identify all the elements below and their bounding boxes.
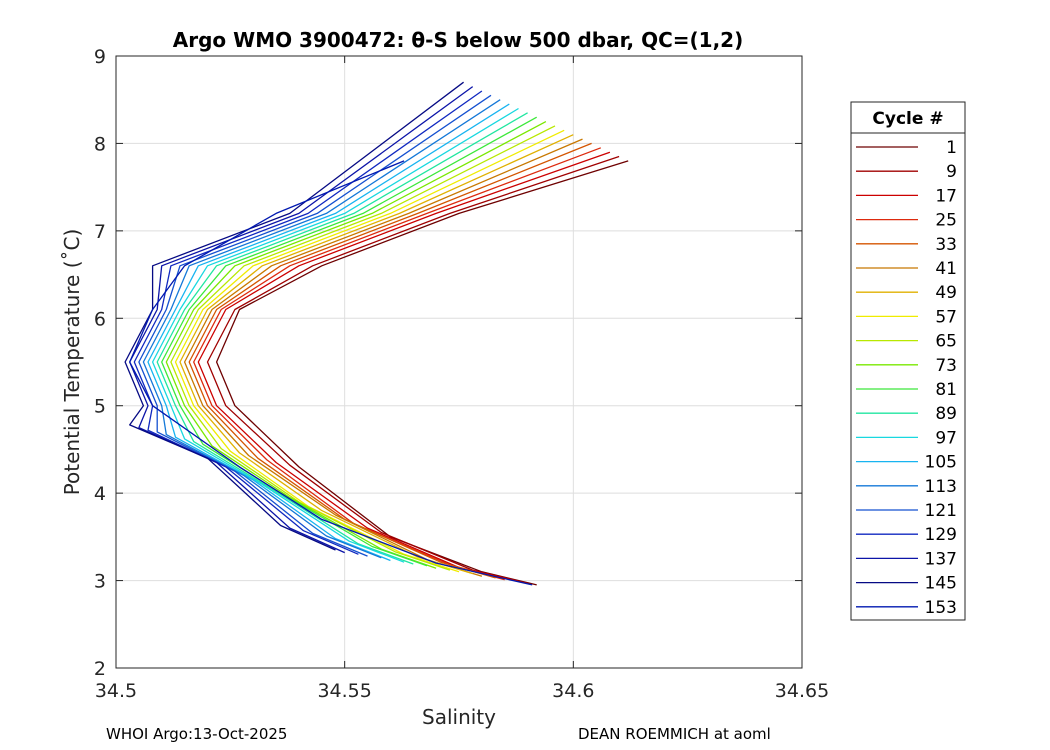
x-tick-label: 34.5 xyxy=(95,680,137,702)
legend-label: 65 xyxy=(935,332,957,352)
legend-label: 121 xyxy=(925,501,957,521)
legend-label: 49 xyxy=(935,283,957,303)
footer-left: WHOI Argo:13-Oct-2025 xyxy=(106,725,288,743)
series-line-cycle-73 xyxy=(165,121,547,569)
plot-lines xyxy=(124,81,629,586)
legend-label: 153 xyxy=(925,598,957,618)
series-line-cycle-97 xyxy=(151,107,519,563)
legend-label: 1 xyxy=(946,138,957,158)
y-tick-label: 3 xyxy=(94,571,106,593)
legend-label: 9 xyxy=(946,162,957,182)
legend-label: 81 xyxy=(935,380,957,400)
legend-label: 17 xyxy=(935,186,957,206)
legend-label: 57 xyxy=(935,307,957,327)
legend-label: 33 xyxy=(935,235,957,255)
series-line-cycle-25 xyxy=(193,147,602,581)
y-tick-label: 9 xyxy=(94,46,106,68)
legend-label: 137 xyxy=(925,549,957,569)
legend-label: 105 xyxy=(925,453,957,473)
x-tick-label: 34.6 xyxy=(552,680,594,702)
legend-label: 41 xyxy=(935,259,957,279)
x-tick-label: 34.55 xyxy=(317,680,371,702)
legend: Cycle # 1 9 17 25 33 41 49 57 65 73 81 89 97 105 113 12… xyxy=(850,101,966,621)
legend-title: Cycle # xyxy=(872,109,943,129)
series-line-cycle-137 xyxy=(129,86,474,554)
series-line-cycle-105 xyxy=(147,103,510,562)
series-line-cycle-89 xyxy=(156,112,528,565)
series-line-cycle-1 xyxy=(215,160,629,586)
series-line-cycle-145 xyxy=(124,81,464,551)
chart-title: Argo WMO 3900472: θ-S below 500 dbar, QC… xyxy=(173,28,743,52)
legend-label: 113 xyxy=(925,477,957,497)
legend-items: 1 9 17 25 33 41 49 57 65 73 81 89 97 105 113 121 129 137 1… xyxy=(856,138,957,618)
grid xyxy=(115,55,803,669)
legend-label: 89 xyxy=(935,404,957,424)
y-axis-label: Potential Temperature (˚C) xyxy=(60,229,84,496)
axes-box xyxy=(115,55,803,669)
series-line-cycle-113 xyxy=(142,99,501,559)
series-line-cycle-41 xyxy=(183,138,583,577)
series-line-cycle-17 xyxy=(197,151,611,583)
x-axis-label: Salinity xyxy=(422,705,496,729)
legend-label: 97 xyxy=(935,428,957,448)
legend-label: 129 xyxy=(925,525,957,545)
y-tick-label: 6 xyxy=(94,308,106,330)
x-tick-label: 34.65 xyxy=(775,680,829,702)
legend-label: 73 xyxy=(935,356,957,376)
series-line-cycle-153 xyxy=(129,160,533,586)
y-tick-label: 2 xyxy=(94,658,106,680)
series-line-cycle-129 xyxy=(133,90,483,555)
footer-right: DEAN ROEMMICH at aoml xyxy=(578,725,771,743)
legend-label: 25 xyxy=(935,211,957,231)
y-tick-label: 5 xyxy=(94,396,106,418)
legend-label: 145 xyxy=(925,574,957,594)
axis-ticks: 34.5 34.55 34.6 34.65 2 3 4 5 6 7 8 9 xyxy=(94,46,829,702)
series-line-cycle-121 xyxy=(138,94,492,557)
series-line-cycle-57 xyxy=(174,129,565,573)
series-line-cycle-65 xyxy=(170,125,556,571)
series-line-cycle-9 xyxy=(206,155,620,584)
y-tick-label: 7 xyxy=(94,221,106,243)
y-tick-label: 8 xyxy=(94,133,106,155)
y-tick-label: 4 xyxy=(94,483,106,505)
series-line-cycle-49 xyxy=(179,134,574,575)
series-line-cycle-33 xyxy=(188,142,592,579)
series-line-cycle-81 xyxy=(161,116,538,567)
